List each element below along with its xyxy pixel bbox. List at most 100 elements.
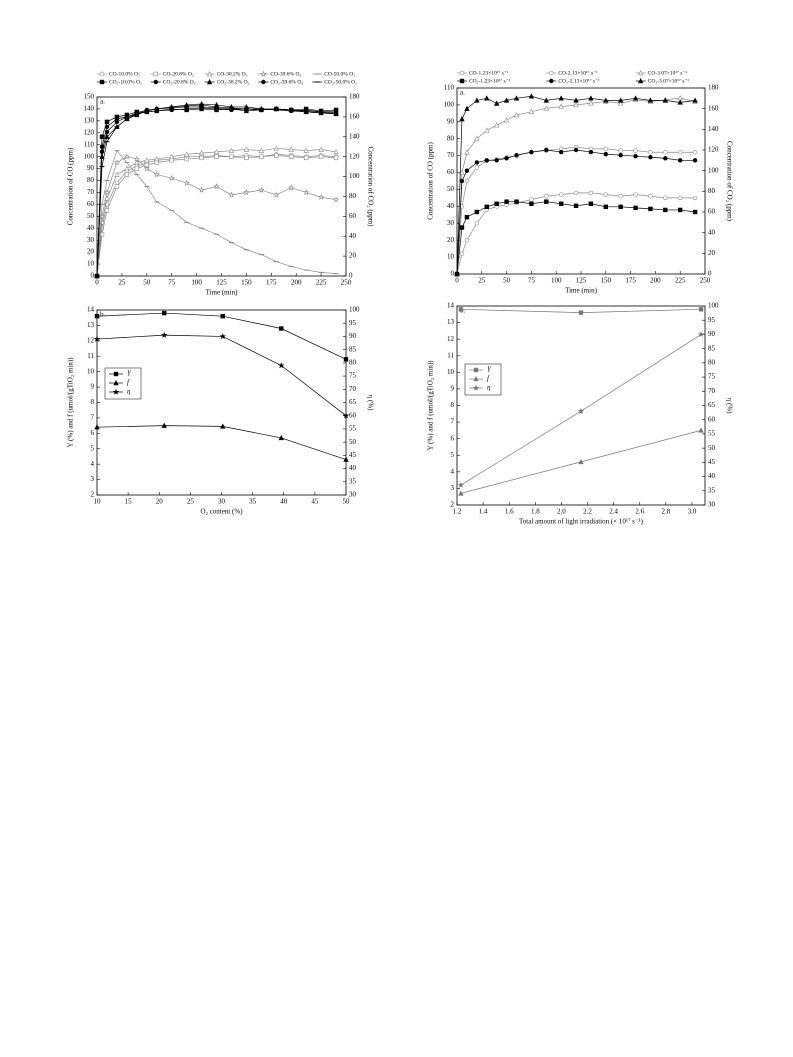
x-tick-label: 30: [218, 498, 226, 506]
data-point: [692, 158, 698, 163]
legend-swatch: [99, 71, 105, 77]
y-tick-label: 8: [91, 398, 95, 406]
y-tick-label: 100: [84, 152, 95, 160]
data-point: [677, 207, 683, 213]
y-tick-label: 110: [84, 140, 95, 148]
data-point: [143, 165, 151, 172]
data-point: [114, 171, 120, 177]
data-point: [558, 201, 564, 206]
data-point: [474, 135, 480, 141]
legend-swatch: [459, 70, 465, 76]
y2-axis-label: Concentration of CO₂ (ppm): [366, 146, 374, 227]
data-point: [228, 191, 235, 198]
legend-box: [104, 367, 142, 400]
legend-swatch: [153, 71, 158, 77]
data-point: [677, 95, 683, 101]
y-tick-label: 50: [87, 212, 95, 220]
y-tick-label: 4: [91, 460, 95, 468]
data-point: [183, 179, 190, 186]
data-point: [663, 156, 668, 161]
data-point: [278, 435, 284, 441]
data-point: [493, 100, 500, 106]
y-tick-label: 10: [447, 253, 455, 261]
y-tick-label: 7: [91, 414, 95, 422]
data-point: [543, 97, 549, 103]
data-point: [543, 105, 549, 111]
y2-tick-label: 160: [708, 104, 719, 112]
data-point: [287, 184, 295, 191]
y2-tick-label: 75: [708, 373, 716, 381]
y2-tick-label: 80: [349, 192, 357, 200]
legend-swatch: [113, 371, 119, 377]
y-tick-label: 13: [447, 318, 455, 326]
data-point: [459, 251, 465, 256]
data-point: [577, 407, 585, 414]
legend-swatch: [260, 70, 267, 77]
legend-label: Y: [487, 366, 492, 374]
data-point: [183, 151, 190, 157]
y2-tick-label: 95: [708, 316, 716, 324]
data-point: [588, 100, 594, 106]
data-point: [618, 148, 623, 153]
data-point: [617, 97, 624, 103]
data-point: [199, 155, 204, 161]
legend-swatch: [637, 78, 644, 84]
data-point: [342, 412, 350, 419]
data-point: [692, 209, 698, 215]
legend-label: CO-1.23×10¹⁷ s⁻¹: [469, 70, 509, 76]
legend-swatch: [113, 380, 119, 386]
y-tick-label: 9: [91, 383, 95, 391]
data-point: [244, 155, 249, 161]
y2-tick-label: 0: [708, 270, 712, 278]
data-point: [558, 149, 564, 155]
data-point: [632, 95, 639, 101]
x-tick-label: 2.2: [583, 508, 592, 516]
x-tick-label: 0: [95, 279, 99, 287]
data-point: [513, 95, 520, 101]
x-tick-label: 2.0: [557, 508, 566, 516]
data-point: [278, 362, 285, 369]
y2-tick-label: 100: [708, 302, 719, 310]
x-tick-label: 1.2: [453, 508, 462, 516]
data-point: [558, 192, 564, 197]
data-point: [528, 93, 535, 99]
y2-tick-label: 30: [349, 491, 357, 499]
data-point: [588, 201, 594, 206]
y-tick-label: 2: [451, 501, 455, 509]
x-tick-label: 35: [249, 498, 257, 506]
data-point: [677, 150, 683, 155]
x-tick-label: 225: [675, 277, 686, 285]
series-line: [456, 149, 696, 275]
data-point: [457, 481, 465, 488]
legend-label: CO₂-20.8% O₂: [163, 79, 196, 85]
data-point: [504, 156, 509, 161]
data-point: [459, 225, 465, 230]
y-axis-label: Concentration of CO (ppm): [427, 142, 435, 220]
x-tick-label: 10: [94, 498, 102, 506]
series-line: [96, 147, 337, 277]
y2-axis-label: Concentration of CO₂ (ppm): [725, 141, 733, 222]
y2-tick-label: 40: [349, 232, 357, 240]
data-point: [134, 166, 140, 171]
x-axis-label: O₂ content (%): [200, 508, 243, 516]
x-axis-label: Time (min): [565, 287, 597, 295]
y-tick-label: 80: [447, 134, 455, 142]
y2-tick-label: 85: [349, 345, 357, 353]
y2-tick-label: 90: [349, 332, 357, 340]
data-point: [99, 134, 105, 139]
data-point: [220, 423, 226, 429]
y-tick-label: 11: [87, 352, 94, 360]
legend-label: CO-39.6% O₂: [270, 71, 301, 77]
data-point: [243, 146, 250, 152]
data-point: [558, 103, 564, 109]
y-tick-label: 30: [447, 219, 455, 227]
legend-label: CO₂-39.6% O₂: [270, 79, 303, 85]
data-point: [318, 146, 324, 152]
y-tick-label: 7: [451, 418, 455, 426]
y2-tick-label: 140: [349, 132, 360, 140]
data-point: [303, 147, 309, 153]
data-point: [162, 310, 167, 316]
y-tick-label: 40: [447, 202, 455, 210]
panel-label: b.: [100, 311, 106, 319]
data-point: [464, 149, 470, 155]
